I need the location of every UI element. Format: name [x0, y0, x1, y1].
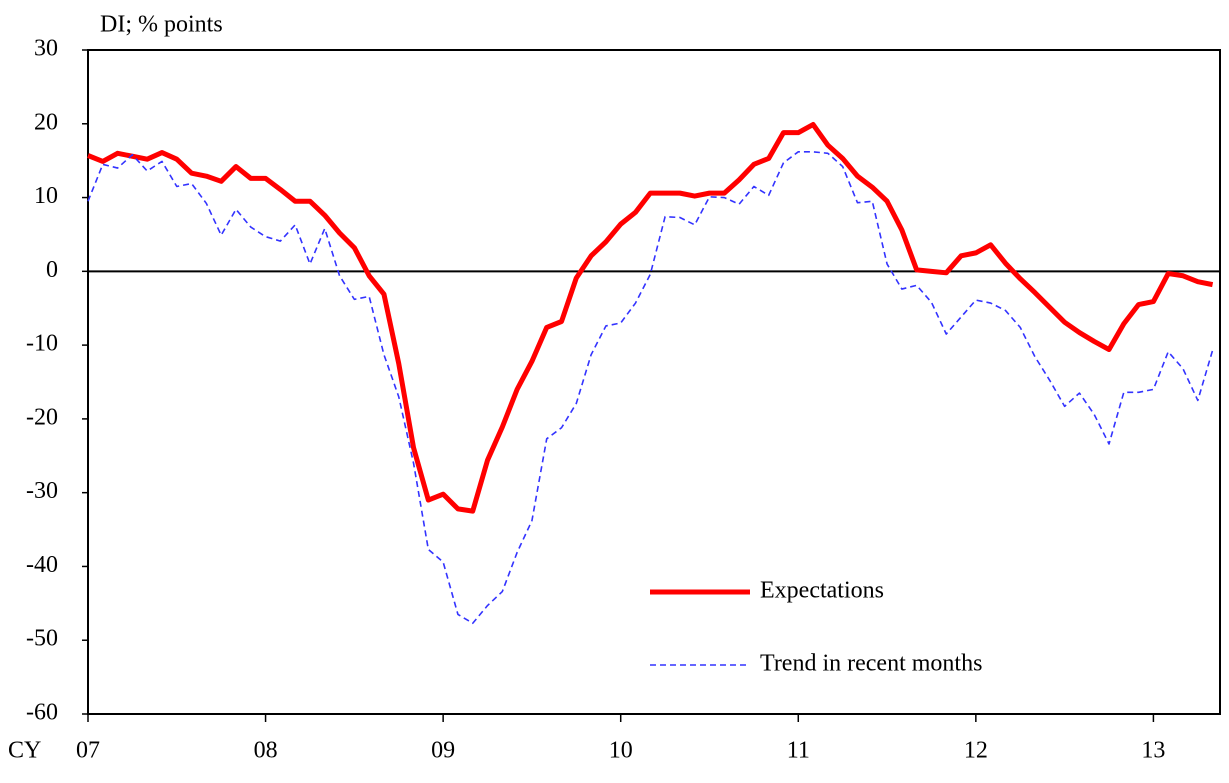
x-tick-label: 11	[787, 738, 810, 764]
y-tick-label: -40	[26, 552, 58, 578]
x-tick-label: 09	[431, 738, 455, 764]
x-tick-label: 08	[254, 738, 278, 764]
x-tick-label: 07	[76, 738, 100, 764]
y-tick-label: -60	[26, 700, 58, 726]
y-tick-label: 0	[46, 257, 58, 283]
series-line	[87, 151, 1214, 625]
y-tick-label: -20	[26, 404, 58, 430]
legend-label: Trend in recent months	[760, 651, 982, 677]
y-tick-label: 30	[34, 36, 58, 62]
plot-frame	[87, 49, 1221, 715]
y-tick-label: 20	[34, 109, 58, 135]
y-tick-label: -30	[26, 478, 58, 504]
x-tick-label: 12	[964, 738, 988, 764]
y-tick-label: -10	[26, 331, 58, 357]
x-tick-label: 10	[609, 738, 633, 764]
y-tick-label: -50	[26, 626, 58, 652]
x-tick-label: 13	[1141, 738, 1165, 764]
y-tick-label: 10	[34, 183, 58, 209]
y-axis-label: DI; % points	[100, 12, 223, 38]
legend-label: Expectations	[760, 578, 884, 604]
series-line	[87, 122, 1214, 514]
x-axis-label: CY	[8, 738, 41, 764]
